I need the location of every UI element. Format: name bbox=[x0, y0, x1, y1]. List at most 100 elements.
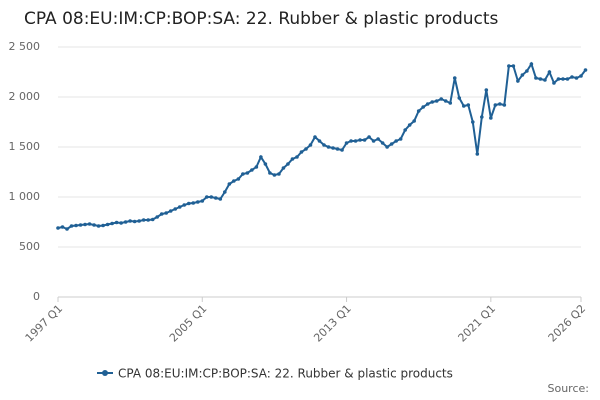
point bbox=[489, 116, 493, 120]
point bbox=[200, 199, 205, 203]
point bbox=[105, 222, 110, 227]
point bbox=[331, 146, 335, 150]
point bbox=[313, 135, 317, 139]
point bbox=[574, 76, 579, 80]
point bbox=[534, 76, 538, 80]
point bbox=[114, 220, 119, 225]
point bbox=[520, 73, 525, 77]
point bbox=[552, 81, 556, 85]
point bbox=[155, 215, 159, 219]
point bbox=[583, 68, 588, 72]
point bbox=[434, 99, 439, 103]
point bbox=[443, 99, 448, 103]
point bbox=[529, 62, 534, 66]
point bbox=[218, 197, 223, 201]
point bbox=[344, 141, 349, 145]
y-tick-label: 2 000 bbox=[9, 90, 41, 103]
point bbox=[164, 211, 169, 215]
x-tick-label: 2021 Q1 bbox=[456, 302, 499, 345]
point bbox=[317, 139, 322, 143]
point bbox=[498, 102, 502, 106]
point bbox=[250, 168, 254, 172]
point bbox=[92, 223, 96, 227]
point bbox=[570, 75, 574, 79]
point bbox=[457, 96, 462, 100]
point bbox=[367, 135, 371, 139]
point bbox=[268, 171, 272, 175]
point bbox=[69, 224, 74, 228]
point bbox=[439, 97, 444, 101]
point bbox=[110, 221, 114, 226]
source: Source: bbox=[548, 382, 590, 395]
y-tick-label: 500 bbox=[19, 240, 40, 253]
point bbox=[299, 150, 304, 154]
point bbox=[543, 78, 547, 82]
point bbox=[245, 171, 250, 175]
point bbox=[209, 195, 214, 199]
point bbox=[326, 145, 331, 149]
point bbox=[461, 104, 466, 108]
point bbox=[141, 218, 146, 222]
legend-marker bbox=[102, 370, 108, 376]
point bbox=[83, 222, 87, 227]
point bbox=[137, 219, 141, 223]
point bbox=[195, 200, 200, 204]
point bbox=[286, 162, 290, 166]
point bbox=[407, 123, 412, 127]
point bbox=[204, 195, 209, 199]
point bbox=[511, 64, 516, 68]
point bbox=[421, 105, 425, 109]
legend-label: CPA 08:EU:IM:CP:BOP:SA: 22. Rubber & pla… bbox=[118, 367, 453, 381]
point bbox=[277, 172, 281, 176]
y-tick-label: 1 000 bbox=[9, 190, 41, 203]
point bbox=[335, 147, 340, 151]
point bbox=[516, 79, 520, 83]
point bbox=[398, 137, 403, 141]
point bbox=[60, 225, 65, 229]
point bbox=[101, 223, 105, 228]
y-tick-label: 0 bbox=[33, 290, 40, 303]
point bbox=[376, 137, 380, 141]
point bbox=[358, 138, 362, 142]
point bbox=[182, 203, 187, 207]
point bbox=[191, 201, 196, 205]
chart-title: CPA 08:EU:IM:CP:BOP:SA: 22. Rubber & pla… bbox=[24, 9, 499, 29]
x-tick-label: 1997 Q1 bbox=[23, 302, 66, 345]
x-tick-label: 2005 Q1 bbox=[167, 302, 210, 345]
point bbox=[525, 69, 529, 73]
point bbox=[452, 76, 457, 80]
point bbox=[232, 179, 236, 183]
point bbox=[507, 64, 511, 68]
point bbox=[281, 166, 286, 170]
point bbox=[241, 172, 245, 176]
point bbox=[78, 223, 83, 227]
point bbox=[380, 141, 385, 145]
point bbox=[173, 207, 178, 211]
point bbox=[353, 139, 358, 143]
point bbox=[304, 147, 308, 151]
point bbox=[470, 120, 475, 124]
point bbox=[430, 100, 435, 104]
point bbox=[87, 222, 92, 226]
point bbox=[132, 219, 137, 224]
point bbox=[56, 226, 60, 230]
point bbox=[150, 217, 155, 222]
point bbox=[227, 182, 232, 186]
point bbox=[159, 212, 164, 216]
point bbox=[389, 142, 394, 146]
point bbox=[340, 148, 344, 152]
point bbox=[403, 128, 407, 132]
point bbox=[290, 157, 295, 161]
point bbox=[362, 138, 367, 142]
point bbox=[561, 77, 565, 81]
point bbox=[322, 143, 326, 147]
point bbox=[371, 139, 376, 143]
point bbox=[259, 155, 263, 159]
point bbox=[412, 119, 416, 123]
point bbox=[425, 102, 430, 106]
point bbox=[254, 165, 259, 169]
point bbox=[186, 201, 191, 206]
y-tick-label: 2 500 bbox=[9, 40, 41, 53]
point bbox=[502, 103, 507, 107]
